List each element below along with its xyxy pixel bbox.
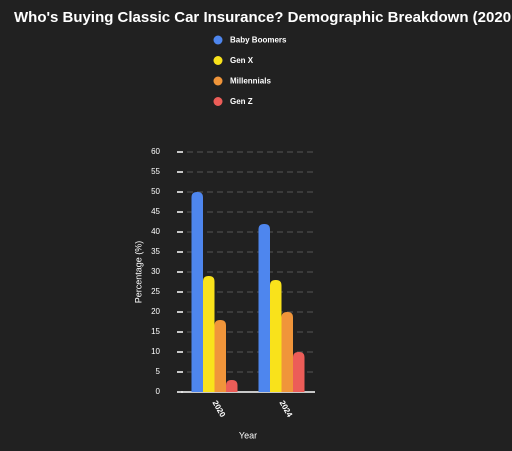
legend-label: Millennials (230, 77, 271, 86)
bar (203, 276, 215, 392)
y-tick-label: 35 (151, 247, 160, 256)
y-tick-label: 60 (151, 147, 160, 156)
x-axis-label: Year (239, 430, 257, 440)
y-tick-label: 50 (151, 187, 160, 196)
legend-swatch (213, 76, 223, 86)
y-tick-label: 10 (151, 347, 160, 356)
chart-title: Who's Buying Classic Car Insurance? Demo… (14, 9, 512, 26)
bar (270, 280, 282, 392)
y-tick-label: 5 (156, 367, 161, 376)
bar (258, 224, 270, 392)
y-axis-label: Percentage (%) (133, 241, 143, 304)
y-tick-label: 20 (151, 307, 160, 316)
bar (191, 192, 203, 392)
legend-label: Baby Boomers (230, 36, 287, 45)
legend-swatch (213, 97, 223, 106)
y-tick-label: 30 (151, 267, 160, 276)
y-tick-label: 45 (151, 207, 160, 216)
x-tick-label: 2020 (210, 399, 227, 419)
bar (214, 320, 226, 392)
bar (281, 312, 293, 392)
bar (293, 352, 305, 392)
x-tick-label: 2024 (277, 399, 294, 419)
legend-label: Gen Z (230, 97, 253, 106)
y-tick-label: 25 (151, 287, 160, 296)
bar (226, 380, 238, 392)
y-tick-label: 15 (151, 327, 160, 336)
legend-label: Gen X (230, 56, 254, 65)
legend-swatch (213, 56, 223, 65)
legend-swatch (213, 35, 223, 45)
y-tick-label: 40 (151, 227, 160, 236)
y-tick-label: 55 (151, 167, 160, 176)
y-tick-label: 0 (156, 387, 161, 396)
